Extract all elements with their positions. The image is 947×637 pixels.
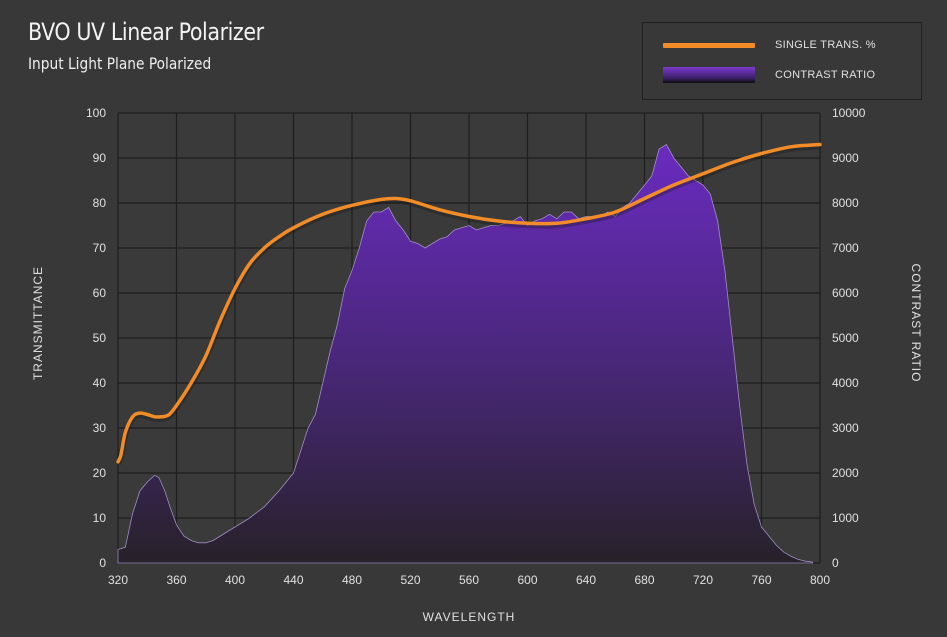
x-tick-label: 680 [634, 573, 654, 587]
single-trans-line [116, 142, 822, 464]
y-tick-label: 50 [93, 331, 107, 345]
y-tick-label: 100 [86, 106, 106, 120]
y2-tick-label: 7000 [832, 241, 859, 255]
x-tick-label: 320 [108, 573, 128, 587]
legend-item-contrast-ratio: CONTRAST RATIO [663, 65, 875, 85]
x-tick-label: 360 [166, 573, 186, 587]
y2-axis-title: CONTRAST RATIO [909, 264, 923, 383]
legend-swatch-line [663, 42, 755, 48]
contrast-ratio-area [117, 143, 814, 564]
y2-tick-label: 1000 [832, 511, 859, 525]
x-tick-label: 480 [342, 573, 362, 587]
y-tick-label: 90 [93, 151, 107, 165]
x-tick-label: 440 [283, 573, 303, 587]
x-tick-label: 560 [459, 573, 479, 587]
contrast-area-layer [117, 143, 814, 564]
legend: SINGLE TRANS. % CONTRAST RATIO [642, 22, 922, 100]
y2-tick-label: 6000 [832, 286, 859, 300]
x-tick-label: 400 [225, 573, 245, 587]
legend-label-contrast-ratio: CONTRAST RATIO [775, 69, 876, 81]
chart-subtitle: Input Light Plane Polarized [28, 54, 212, 73]
x-tick-label: 600 [517, 573, 537, 587]
y-tick-label: 80 [93, 196, 107, 210]
x-tick-label: 760 [751, 573, 771, 587]
x-tick-label: 520 [400, 573, 420, 587]
legend-item-single-trans: SINGLE TRANS. % [663, 35, 876, 55]
y-tick-label: 30 [93, 421, 107, 435]
legend-swatch-area [663, 67, 755, 83]
y-tick-label: 20 [93, 466, 107, 480]
x-tick-label: 720 [693, 573, 713, 587]
y2-tick-label: 5000 [832, 331, 859, 345]
y2-tick-label: 9000 [832, 151, 859, 165]
y-tick-label: 60 [93, 286, 107, 300]
x-axis-title: WAVELENGTH [423, 610, 516, 624]
transmission-line-layer [115, 142, 822, 466]
legend-label-single-trans: SINGLE TRANS. % [775, 39, 876, 51]
single-trans-line-shadow [115, 143, 821, 466]
y2-tick-label: 3000 [832, 421, 859, 435]
x-tick-label: 640 [576, 573, 596, 587]
tick-labels: 320 360 400 440 480 520 560 600 640 680 720 760 8000… [86, 106, 866, 587]
y2-tick-label: 10000 [832, 106, 866, 120]
y-tick-label: 0 [99, 556, 106, 570]
y2-tick-label: 2000 [832, 466, 859, 480]
y-tick-label: 10 [93, 511, 107, 525]
y2-tick-label: 8000 [832, 196, 859, 210]
y-tick-label: 40 [93, 376, 107, 390]
x-tick-label: 800 [810, 573, 830, 587]
chart-title: BVO UV Linear Polarizer [28, 18, 264, 46]
y-axis-title: TRANSMITTANCE [31, 266, 45, 380]
y2-tick-label: 4000 [832, 376, 859, 390]
y-tick-label: 70 [93, 241, 107, 255]
y2-tick-label: 0 [832, 556, 839, 570]
